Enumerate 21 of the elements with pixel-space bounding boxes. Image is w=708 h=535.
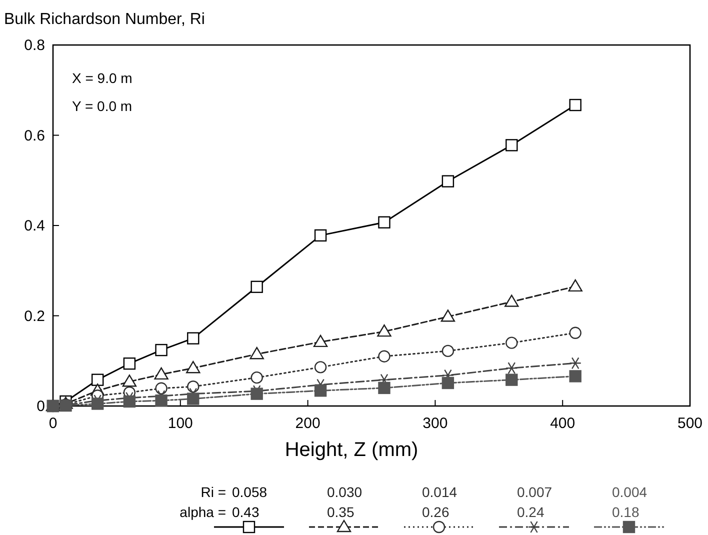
text: 0.058 0.43 [232, 484, 268, 520]
x-tick-label: 0 [48, 415, 58, 432]
text: 0.007 0.24 [517, 484, 552, 520]
y-axis-title: Bulk Richardson Number, Ri [4, 11, 205, 28]
annotation: Y = 0.0 m [72, 98, 132, 114]
y-tick-label: 0.6 [24, 127, 45, 144]
x-tick-label: 200 [295, 415, 320, 432]
text: 0.004 0.18 [612, 484, 648, 520]
x-tick-label: 500 [677, 415, 703, 432]
x-axis-title: Height, Z (mm) [284, 439, 418, 461]
legend-title: Ri = alpha = [180, 484, 226, 520]
text: 0.014 0.26 [422, 484, 458, 520]
y-tick-label: 0.4 [24, 218, 45, 234]
x-tick-label: 100 [168, 415, 193, 432]
x-tick-label: 300 [422, 415, 448, 432]
text: 0.030 0.35 [327, 484, 362, 520]
y-tick-label: 0.8 [24, 37, 45, 54]
y-tick-label: 0.2 [24, 308, 45, 325]
annotation: X = 9.0 m [72, 70, 132, 86]
y-tick-label: 0 [36, 398, 45, 415]
x-tick-label: 400 [550, 415, 576, 432]
